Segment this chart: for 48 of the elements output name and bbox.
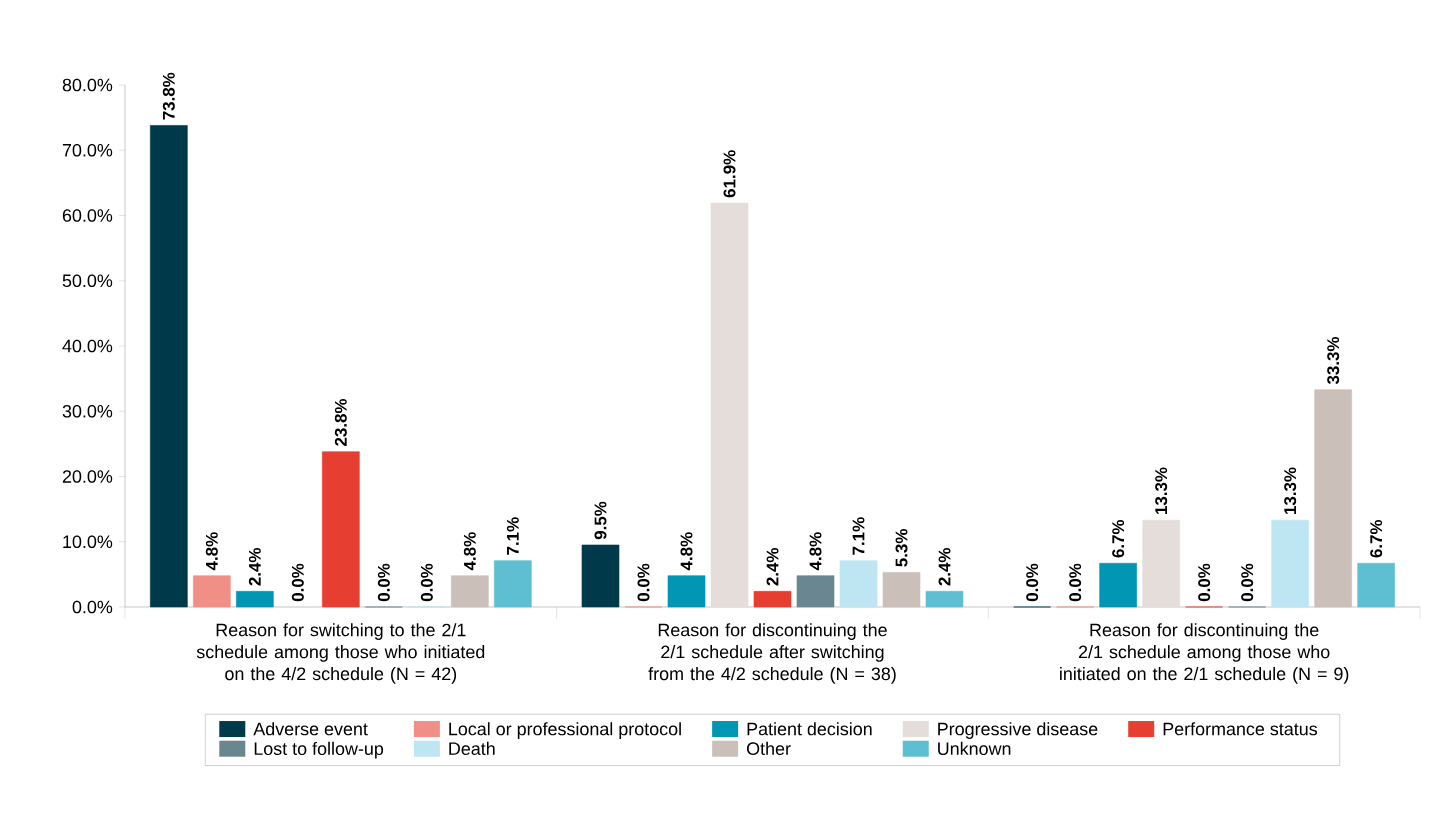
x-tick-label: Reason for discontinuing the 2/1 schedule after switching from the 4/2 schedule (N = 38) [648, 623, 896, 684]
y-tick-label: 20.0% [62, 470, 113, 483]
data-label: 6.7% [1112, 519, 1125, 558]
legend-label: Other [746, 741, 791, 756]
x-tick-label: Reason for switching to the 2/1 schedule among those who initiated on the 4/2 schedule (N = 42) [196, 623, 485, 684]
y-tick-label: 70.0% [62, 143, 113, 157]
data-label: 4.8% [809, 532, 822, 571]
y-tick-label: 10.0% [63, 535, 113, 549]
legend-label: Adverse event [253, 722, 368, 736]
y-tick-label: 80.0% [62, 78, 113, 92]
data-label: 6.7% [1370, 519, 1383, 558]
legend-label: Lost to follow-up [254, 741, 384, 759]
data-label: 33.3% [1327, 336, 1340, 385]
y-tick-label: 50.0% [62, 274, 113, 288]
data-label: 2.4% [248, 547, 261, 586]
data-label: 0.0% [1241, 563, 1254, 602]
legend-label: Performance status [1163, 722, 1318, 736]
data-label: 4.8% [463, 532, 476, 571]
data-label: 2.4% [938, 547, 951, 586]
x-tick-label: Reason for discontinuing the 2/1 schedule among those who initiated on the 2/1 schedule (N = 9) [1060, 623, 1349, 684]
y-tick-label: 60.0% [62, 209, 113, 222]
data-label: 23.8% [334, 398, 347, 446]
legend-label: Local or professional protocol [449, 722, 681, 739]
data-label: 5.3% [895, 529, 908, 567]
data-label: 4.8% [205, 532, 218, 571]
data-label: 61.9% [723, 150, 736, 198]
data-label: 7.1% [852, 517, 865, 555]
data-label: 0.0% [1069, 563, 1082, 602]
data-label: 73.8% [162, 72, 175, 120]
data-label: 13.3% [1284, 467, 1297, 514]
data-label: 0.0% [637, 563, 650, 602]
data-label: 13.3% [1155, 467, 1168, 514]
data-label: 0.0% [1026, 563, 1039, 602]
y-tick-label: 30.0% [62, 404, 113, 418]
data-label: 7.1% [506, 517, 519, 555]
legend-label: Death [449, 741, 495, 756]
data-label: 0.0% [420, 563, 433, 602]
legend-label: Unknown [938, 741, 1011, 756]
legend-label: Progressive disease [938, 722, 1098, 739]
data-label: 0.0% [377, 563, 390, 602]
data-label: 0.0% [291, 563, 304, 602]
data-label: 4.8% [680, 532, 693, 571]
data-label: 9.5% [594, 501, 607, 540]
y-tick-label: 40.0% [62, 339, 113, 353]
data-label: 0.0% [1198, 563, 1211, 602]
data-label: 2.4% [766, 547, 779, 586]
legend-label: Patient decision [747, 722, 872, 736]
y-tick-label: 0.0% [72, 600, 113, 614]
